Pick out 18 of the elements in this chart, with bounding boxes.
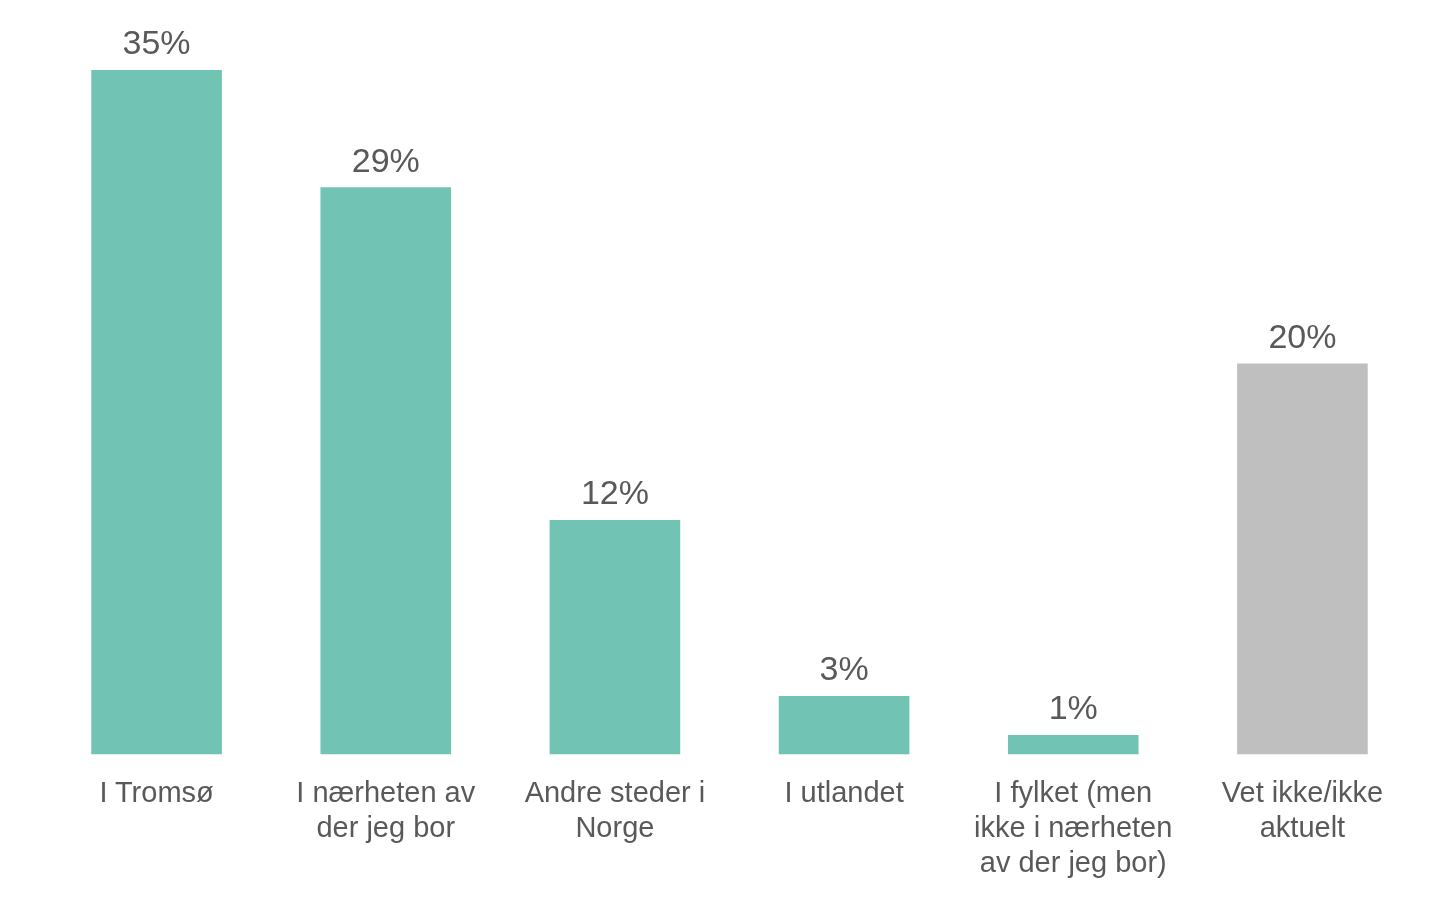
- data-label: 29%: [351, 140, 420, 179]
- x-tick-label: I Tromsø: [99, 776, 215, 808]
- data-label: 1%: [1048, 688, 1098, 727]
- bar: [1237, 363, 1368, 755]
- bar: [320, 187, 452, 755]
- x-tick-label: I fylket (men ikke i nærheten av der jeg bor): [974, 776, 1173, 878]
- data-label: 12%: [580, 473, 649, 512]
- data-label: 35%: [122, 23, 191, 62]
- x-tick-label: Vet ikke/ikke aktuelt: [1221, 776, 1384, 843]
- x-tick-label: Andre steder i Norge: [524, 776, 706, 843]
- x-tick-label: I nærheten av der jeg bor: [296, 776, 476, 843]
- bar: [778, 695, 910, 755]
- data-label: 20%: [1268, 316, 1337, 355]
- bar: [549, 519, 681, 755]
- bar: [91, 70, 222, 755]
- bar: [1007, 735, 1139, 755]
- x-tick-label: I utlandet: [784, 776, 904, 808]
- data-label: 3%: [819, 649, 869, 688]
